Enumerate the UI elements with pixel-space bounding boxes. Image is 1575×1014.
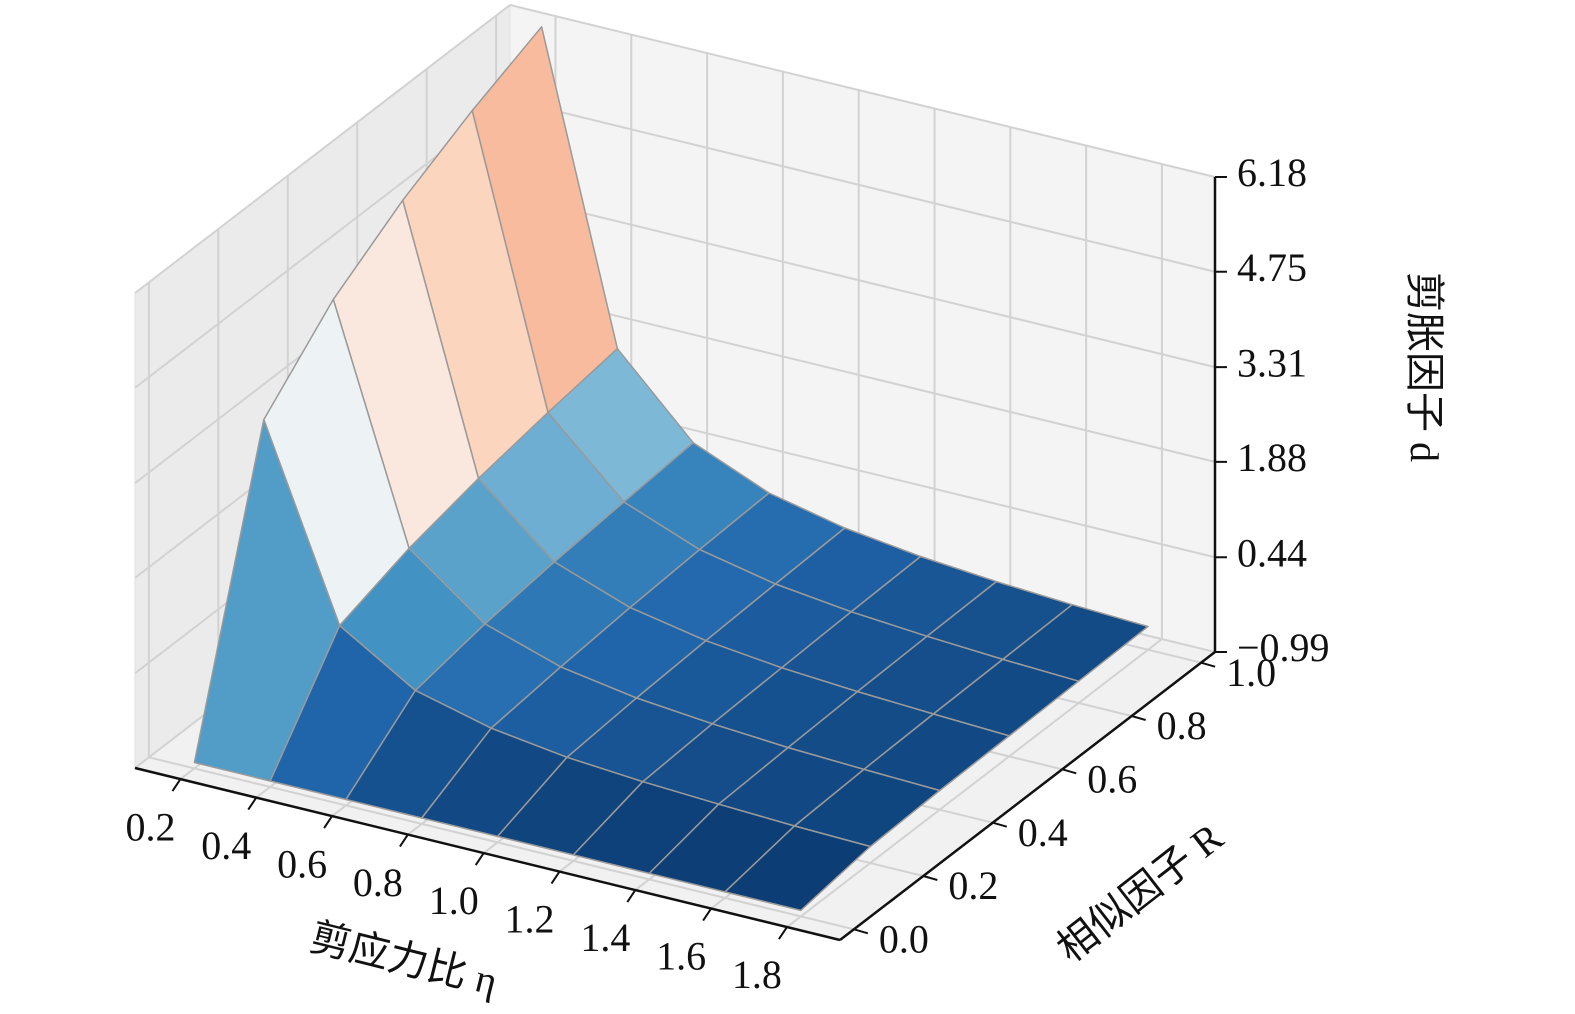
y-tick [1200, 661, 1216, 668]
x-tick [399, 834, 409, 848]
z-grid-line [509, 98, 1216, 273]
z-tick-label: 0.44 [1237, 530, 1307, 575]
z-grid-line [134, 4, 511, 294]
x-tick-label: 0.6 [277, 841, 327, 886]
x-tick [247, 797, 258, 811]
x-tick-label: 0.4 [201, 823, 251, 868]
x-tick [626, 889, 637, 903]
z-grid-line [509, 194, 1216, 369]
x-tick [550, 871, 561, 885]
x-tick-label: 0.2 [125, 804, 175, 849]
y-tick-label: 0.4 [1018, 810, 1068, 855]
x-tick [778, 926, 788, 940]
x-axis-label: 剪应力比 η [306, 914, 502, 1004]
x-tick-label: 1.6 [656, 934, 706, 979]
z-axis-label: 剪胀因子 d [1402, 272, 1447, 462]
axis-line [134, 766, 841, 942]
x-grid-line [786, 638, 1163, 928]
x-tick-label: 1.0 [429, 878, 479, 923]
y-tick-label: 0.8 [1157, 703, 1207, 748]
y-tick [992, 821, 1008, 828]
x-tick [474, 852, 485, 866]
z-tick-label: 6.18 [1237, 150, 1307, 195]
z-tick-label: −0.99 [1237, 625, 1330, 670]
x-tick-label: 1.4 [580, 915, 630, 960]
x-tick [171, 778, 182, 792]
axis-line [839, 651, 1216, 941]
x-tick [323, 815, 333, 829]
y-tick-label: 0.2 [948, 863, 998, 908]
y-tick [923, 875, 938, 881]
y-grid-line [148, 756, 855, 931]
y-tick [1131, 715, 1146, 721]
surface [193, 26, 1149, 912]
y-tick-label: 0.0 [879, 917, 929, 962]
z-tick-label: 3.31 [1237, 340, 1307, 385]
y-axis-label: 相似因子 R [1048, 814, 1231, 971]
z-tick-label: 1.88 [1237, 435, 1307, 480]
y-tick-label: 1.0 [1226, 650, 1276, 695]
surface-cell [724, 825, 872, 912]
x-tick-label: 1.2 [505, 897, 555, 942]
x-tick [702, 908, 712, 922]
x-tick-label: 1.8 [732, 952, 782, 997]
z-grid-line [509, 4, 1216, 178]
z-tick-label: 4.75 [1237, 245, 1307, 290]
y-tick-label: 0.6 [1087, 757, 1137, 802]
x-tick-label: 0.8 [353, 860, 403, 905]
y-tick [1061, 768, 1077, 775]
z-grid-line [509, 288, 1216, 463]
y-tick [853, 928, 869, 935]
